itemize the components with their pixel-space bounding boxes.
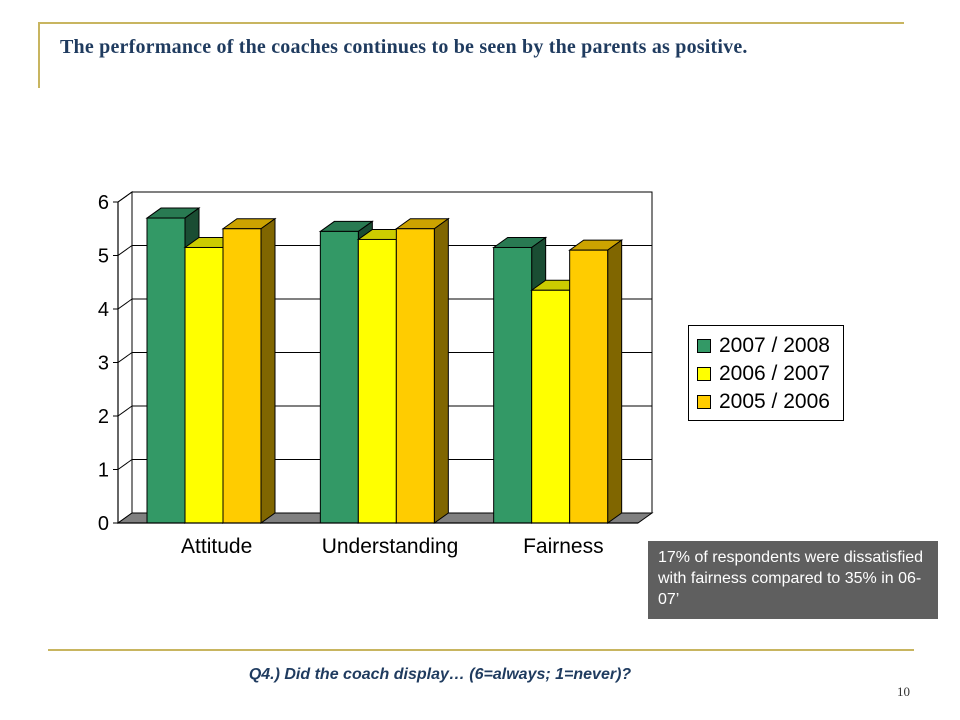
bar-attitude-3	[221, 217, 277, 524]
gridline-side	[117, 405, 133, 417]
survey-question: Q4.) Did the coach display… (6=always; 1…	[248, 666, 632, 683]
gridline-side	[117, 459, 133, 470]
bottom-rule	[48, 649, 914, 651]
y-tick-label: 1	[98, 460, 109, 482]
legend-item-2007-2008: 2007 / 2008	[697, 332, 843, 360]
legend-label-2006-2007: 2006 / 2007	[719, 362, 830, 385]
legend-label-2005-2006: 2005 / 2006	[719, 390, 830, 413]
bar-front	[146, 217, 186, 524]
x-tick-label-attitude: Attitude	[181, 535, 252, 558]
bar-front	[569, 249, 609, 524]
bar-side	[433, 217, 449, 524]
gridline-side	[117, 352, 133, 363]
bar-front	[493, 246, 533, 524]
gridline-side	[117, 191, 133, 203]
bar-front	[184, 246, 224, 524]
bar-side	[607, 239, 623, 524]
legend-swatch-2006-2007	[697, 367, 711, 381]
legend-item-2005-2006: 2005 / 2006	[697, 388, 843, 416]
bar-front	[357, 238, 397, 524]
bar-side	[260, 217, 276, 524]
page-number: 10	[897, 684, 910, 699]
bar-front	[319, 230, 359, 524]
bar-front	[222, 228, 262, 524]
left-rule	[38, 22, 40, 88]
slide-title: The performance of the coaches continues…	[60, 36, 748, 58]
legend-item-2006-2007: 2006 / 2007	[697, 360, 843, 388]
y-tick-label: 6	[98, 192, 109, 214]
y-tick-label: 2	[98, 406, 109, 428]
legend-swatch-2005-2006	[697, 395, 711, 409]
legend-label-2007-2008: 2007 / 2008	[719, 334, 830, 357]
x-tick-label-fairness: Fairness	[523, 535, 604, 558]
y-tick-label: 5	[98, 246, 109, 268]
y-tick-label: 4	[98, 299, 109, 321]
y-tick-label: 0	[98, 513, 109, 535]
bar-chart: 0 1 2 3 4 5 6 Attitude Understanding Fairness	[98, 191, 654, 558]
bar-front	[395, 228, 435, 524]
chart-legend: 2007 / 2008 2006 / 2007 2005 / 2006	[688, 325, 844, 421]
gridline-side	[117, 298, 133, 310]
y-tick-label: 3	[98, 353, 109, 375]
bar-front	[531, 289, 571, 524]
bar-understanding-3	[394, 217, 450, 524]
x-tick-label-understanding: Understanding	[322, 535, 459, 558]
legend-swatch-2007-2008	[697, 339, 711, 353]
gridline-side	[117, 245, 133, 256]
bar-fairness-3	[568, 239, 624, 524]
fairness-callout: 17% of respondents were dissatisfied wit…	[648, 541, 938, 619]
top-rule	[40, 22, 904, 24]
